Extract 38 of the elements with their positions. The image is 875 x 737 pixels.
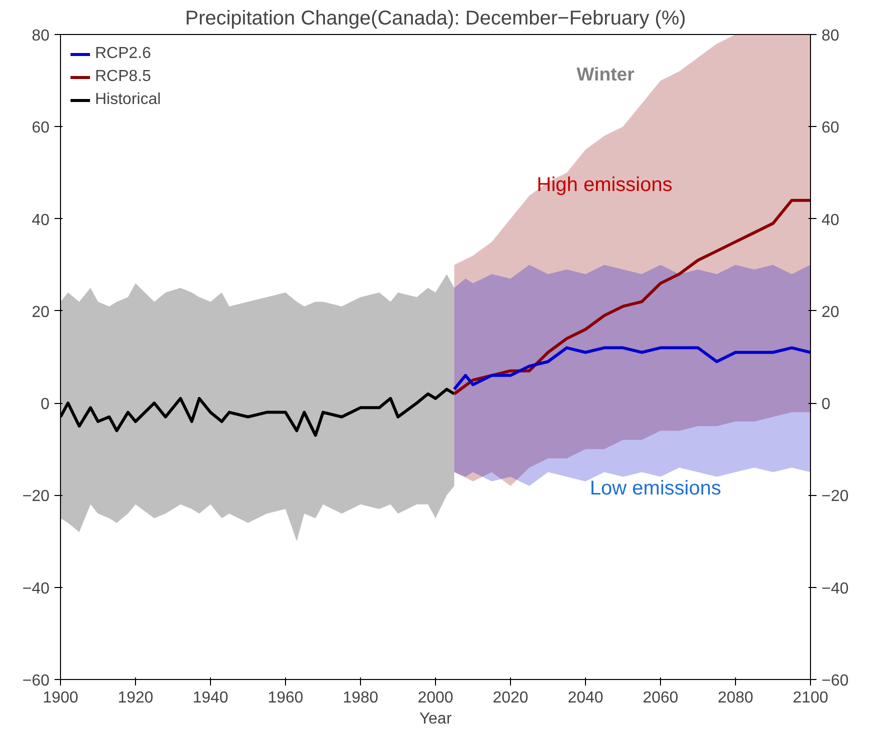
y-tick-label: −40: [22, 580, 50, 598]
x-tick-label: 2000: [418, 690, 454, 706]
legend-label: RCP8.5: [95, 68, 152, 86]
y-tick-label: 0: [40, 396, 50, 414]
y2-tick-label: −20: [822, 488, 849, 506]
line-series: [452, 346, 810, 391]
x-tick-label: 1980: [342, 690, 378, 706]
y2-tick-label: 80: [822, 28, 840, 44]
x-tick-label: 2020: [492, 690, 528, 706]
legend-label: Historical: [95, 91, 161, 109]
y2-tick-label: −60: [822, 672, 849, 690]
y2-tick-label: 0: [822, 396, 830, 414]
x-tick-label: 1900: [42, 690, 78, 706]
annotation: Winter: [576, 64, 634, 84]
y-tick-label: 80: [32, 28, 50, 44]
x-tick-label: 2040: [568, 690, 604, 706]
annotation: High emissions: [536, 174, 672, 196]
y-tick-label: −60: [22, 672, 50, 690]
y2-tick-label: 20: [822, 304, 840, 321]
x-tick-label: 2060: [642, 690, 678, 706]
chart-title: Precipitation Change(Canada): December−February (%): [185, 8, 686, 30]
y2-tick-label: −40: [822, 580, 849, 598]
x-tick-label: 2100: [792, 690, 828, 706]
x-tick-label: 2080: [718, 690, 754, 706]
x-tick-label: 1940: [192, 690, 228, 706]
y-tick-label: 20: [32, 304, 50, 321]
legend-label: RCP2.6: [95, 45, 152, 63]
line-series: [60, 388, 456, 437]
y2-tick-label: 60: [822, 120, 840, 137]
y-tick-label: −20: [22, 488, 50, 506]
annotation: Low emissions: [590, 478, 722, 500]
x-tick-label: 1920: [118, 690, 154, 706]
y-tick-label: 40: [32, 212, 50, 229]
y2-tick-label: 40: [822, 212, 840, 229]
x-tick-label: 1960: [268, 690, 304, 706]
x-axis-title: Year: [419, 710, 452, 728]
line-series: [452, 198, 810, 396]
y-tick-label: 60: [32, 120, 50, 137]
